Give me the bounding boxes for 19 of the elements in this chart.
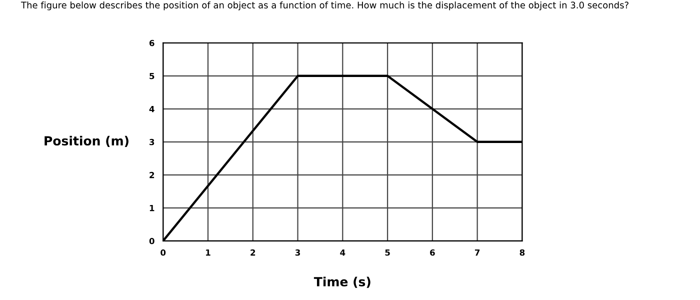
x-tick-label: 6 — [430, 249, 435, 256]
x-tick-label: 8 — [520, 249, 525, 256]
y-axis-title: Position (m) — [44, 136, 128, 147]
x-tick-label: 3 — [295, 249, 300, 256]
x-tick-label: 4 — [340, 249, 346, 256]
y-tick-label: 0 — [149, 238, 154, 244]
chart-title: The figure below describes the position of an object as a function of time. How much is the displacement of the object in 3.0 seconds? — [20, 2, 628, 10]
x-tick-label: 1 — [206, 249, 210, 256]
y-tick-label: 2 — [150, 172, 154, 178]
y-tick-label: 4 — [149, 106, 154, 112]
x-tick-label: 0 — [160, 249, 166, 256]
x-tick-label: 7 — [474, 249, 480, 256]
y-tick-label: 5 — [150, 72, 154, 80]
x-axis-title: Time (s) — [314, 276, 370, 288]
y-tick-label: 6 — [149, 40, 154, 46]
y-tick-label: 1 — [150, 204, 154, 212]
y-tick-label: 3 — [150, 138, 154, 146]
x-tick-label: 5 — [385, 249, 390, 256]
x-tick-label: 2 — [250, 249, 256, 256]
